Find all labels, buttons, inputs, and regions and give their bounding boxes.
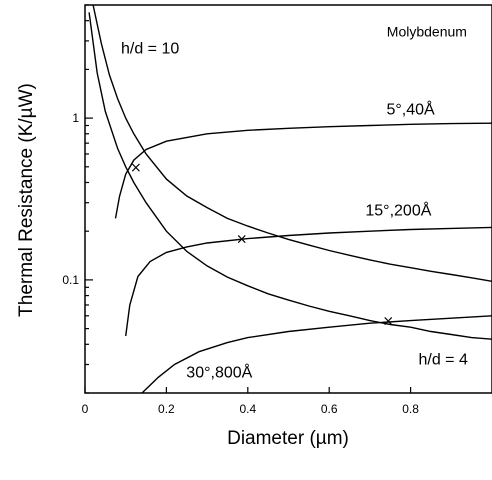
x-tick-label: 0 <box>82 402 89 416</box>
annotation-2: h/d = 10 <box>121 41 179 58</box>
x-tick-label: 0.6 <box>321 402 338 416</box>
curves <box>88 5 492 393</box>
x-tick-label: 0.8 <box>402 402 419 416</box>
annotation-3: h/d = 4 <box>418 352 467 369</box>
series-curve-5 <box>141 315 492 393</box>
series-curve-4 <box>125 226 492 337</box>
marker-2: × <box>236 232 248 248</box>
ticks: 0 0.2 0.4 0.6 0.8 0.1 1 <box>62 4 419 416</box>
series-curve-3 <box>114 122 492 219</box>
annotations: Molybdenum h/d = 10 h/d = 4 5°,40Å 15°,200Å 3… <box>121 23 468 381</box>
annotation-6: 30°,800Å <box>186 362 252 381</box>
annotation-4: 5°,40Å <box>386 100 435 119</box>
y-tick-label: 1 <box>72 111 79 125</box>
plot-frame <box>84 4 492 394</box>
y-axis-label: Thermal Resistance (K/µW) <box>16 83 37 317</box>
x-tick-label: 0.4 <box>239 402 256 416</box>
marker-3: × <box>382 314 394 330</box>
x-tick-label: 0.2 <box>158 402 175 416</box>
y-tick-label: 0.1 <box>62 273 79 287</box>
markers: × × × <box>130 160 394 330</box>
series-curve-2 <box>88 12 492 340</box>
series-curve-1 <box>92 5 492 282</box>
marker-1: × <box>130 160 142 176</box>
annotation-5: 15°,200Å <box>365 201 431 220</box>
x-axis-label: Diameter (µm) <box>227 428 349 449</box>
annotation-1: Molybdenum <box>387 23 467 39</box>
